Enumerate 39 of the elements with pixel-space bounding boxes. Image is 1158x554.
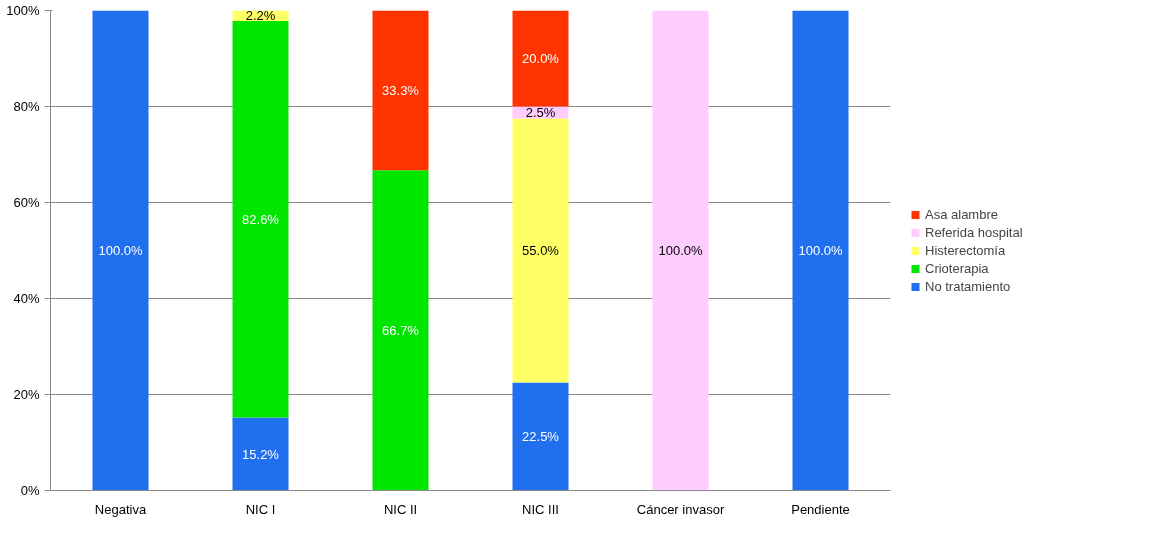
legend-label: No tratamiento (925, 278, 1011, 294)
x-tick-label: Negativa (94, 501, 147, 517)
legend-label: Histerectomía (925, 242, 1006, 258)
data-label: 22.5% (522, 429, 560, 444)
data-label: 2.5% (525, 105, 556, 120)
legend-label: Referida hospital (925, 224, 1023, 240)
y-tick-label: 100% (6, 3, 40, 18)
bar (372, 170, 429, 491)
data-label: 20.0% (522, 51, 560, 66)
data-label: 82.6% (242, 211, 280, 227)
bar (512, 10, 569, 107)
x-tick-label: NIC I (245, 501, 276, 517)
bar (512, 118, 569, 383)
bar (512, 382, 569, 491)
y-tick-label: 40% (13, 291, 40, 306)
bar (372, 10, 429, 171)
x-tick-label: Cáncer invasor (636, 501, 725, 517)
data-label: 100.0% (798, 243, 843, 258)
data-label: 100.0% (658, 243, 703, 258)
x-tick-label: NIC II (383, 501, 418, 517)
y-tick-label: 20% (13, 387, 40, 402)
y-tick-label: 80% (13, 99, 40, 114)
data-label: 100.0% (98, 243, 143, 258)
x-tick-label: NIC III (522, 501, 559, 517)
y-tick-label: 60% (13, 195, 40, 210)
data-label: 66.7% (382, 322, 420, 338)
bar (232, 417, 289, 491)
data-label: 55.0% (522, 243, 560, 258)
bar (652, 10, 709, 491)
bar (792, 10, 849, 491)
bar (92, 10, 149, 491)
legend-label: Crioterapia (925, 260, 989, 276)
legend-label: Asa alambre (925, 206, 998, 222)
data-label: 33.3% (382, 82, 420, 98)
data-label: 2.2% (245, 8, 276, 24)
x-tick-label: Pendiente (791, 501, 850, 517)
y-tick-label: 0% (20, 483, 40, 498)
data-label: 15.2% (242, 446, 280, 462)
bar (232, 21, 289, 418)
